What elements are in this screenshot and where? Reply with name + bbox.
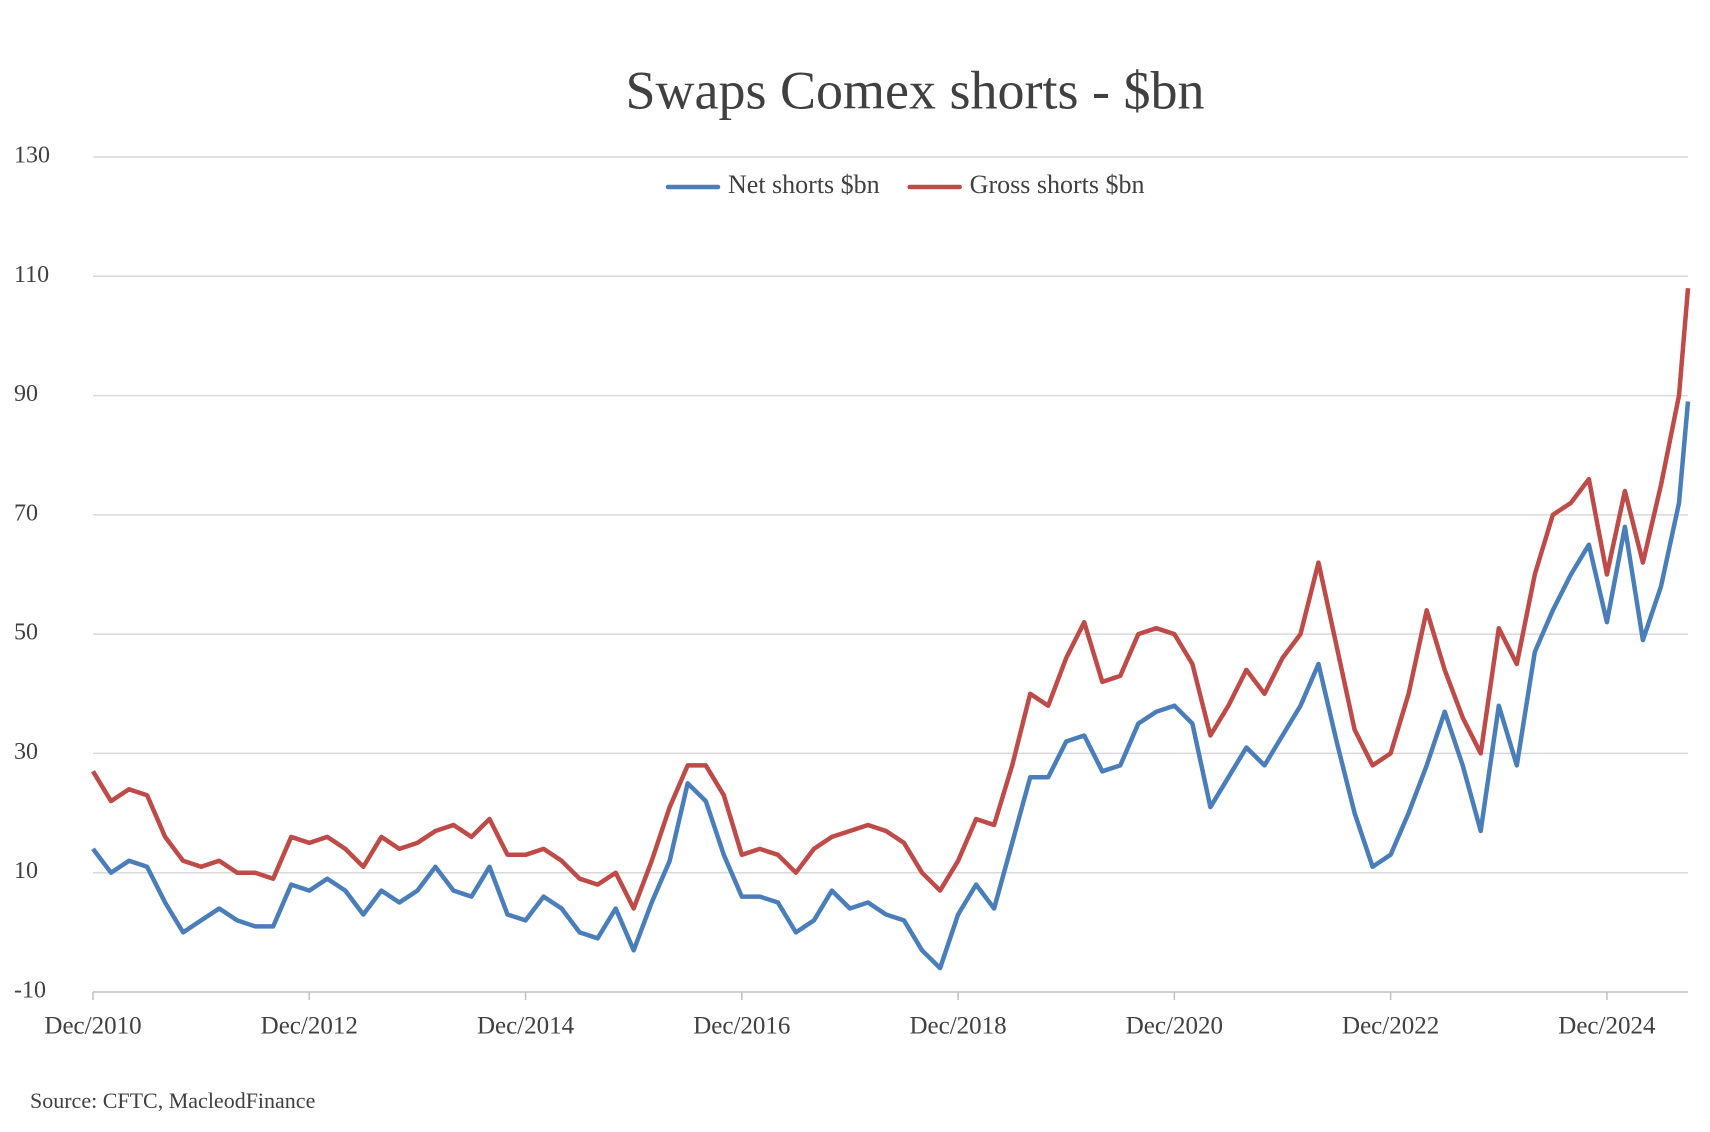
x-tick-label: Dec/2018	[909, 1013, 1006, 1040]
y-tick-label: 70	[14, 500, 38, 526]
series-line	[91, 401, 1691, 971]
y-tick-label: 90	[14, 381, 38, 407]
x-tick-label: Dec/2022	[1342, 1013, 1439, 1040]
x-tick-label: Dec/2020	[1126, 1013, 1223, 1040]
y-tick-label: 30	[14, 739, 38, 765]
legend-label: Net shorts $bn	[728, 170, 880, 199]
x-tick-label: Dec/2016	[693, 1013, 790, 1040]
x-tick-label: Dec/2012	[261, 1013, 358, 1040]
x-tick-label: Dec/2024	[1558, 1013, 1656, 1040]
y-tick-label: -10	[14, 978, 46, 1004]
y-tick-label: 130	[14, 143, 50, 169]
y-tick-label: 10	[14, 858, 38, 884]
y-tick-label: 110	[14, 262, 49, 288]
legend-label: Gross shorts $bn	[970, 170, 1145, 199]
series-line	[91, 288, 1691, 911]
x-tick-label: Dec/2010	[44, 1013, 141, 1040]
chart-title: Swaps Comex shorts - $bn	[626, 60, 1205, 120]
y-tick-label: 50	[14, 620, 38, 646]
source-note: Source: CFTC, MacleodFinance	[30, 1088, 315, 1113]
x-tick-label: Dec/2014	[477, 1013, 575, 1040]
